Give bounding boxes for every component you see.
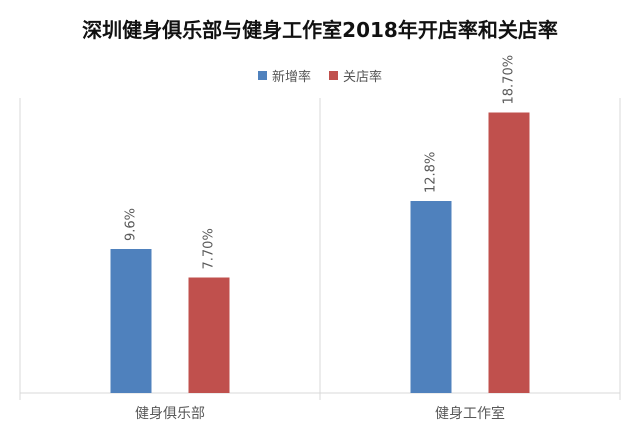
legend-label-series-1: 新增率 xyxy=(271,70,311,85)
data-label: 18.70% xyxy=(502,55,517,105)
legend-item-series-2: 关店率 xyxy=(329,66,382,85)
legend-swatch-series-1 xyxy=(257,71,267,80)
x-tick-label: 健身工作室 xyxy=(435,405,505,422)
bar xyxy=(488,112,530,393)
legend: 新增率 关店率 xyxy=(0,66,640,85)
data-label: 9.6% xyxy=(124,208,139,241)
x-tick-label: 健身俱乐部 xyxy=(135,406,205,422)
bar xyxy=(110,249,152,393)
legend-swatch-series-2 xyxy=(329,71,338,80)
data-label: 7.70% xyxy=(202,228,217,269)
legend-label-series-2: 关店率 xyxy=(343,70,383,85)
chart-title: 深圳健身俱乐部与健身工作室2018年开店率和关店率 xyxy=(82,18,558,42)
bar xyxy=(410,201,452,393)
bar xyxy=(188,277,230,393)
legend-item-series-1: 新增率 xyxy=(257,66,311,85)
data-label: 12.8% xyxy=(424,152,439,193)
